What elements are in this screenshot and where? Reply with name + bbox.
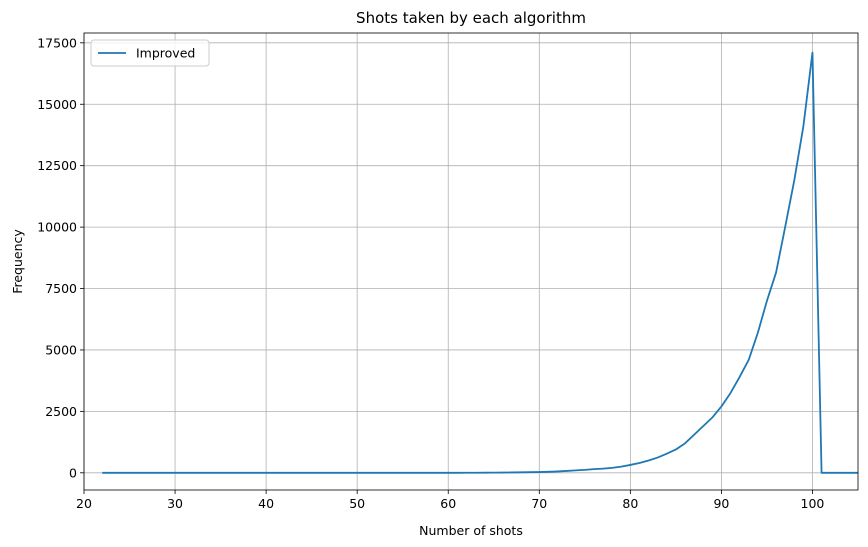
- x-axis-label: Number of shots: [419, 523, 523, 538]
- x-tick-label: 60: [440, 496, 456, 511]
- y-tick-label: 17500: [37, 35, 77, 50]
- y-tick-label: 5000: [45, 342, 77, 357]
- x-tick-label: 50: [349, 496, 365, 511]
- y-tick-label: 0: [69, 465, 77, 480]
- grid-lines: [83, 33, 858, 490]
- x-axis-ticks: 20 30 40 50 60 70 80 90 100: [76, 490, 824, 511]
- x-tick-label: 70: [531, 496, 547, 511]
- y-axis-label: Frequency: [10, 229, 25, 294]
- x-tick-label: 30: [167, 496, 183, 511]
- x-tick-label: 100: [801, 496, 825, 511]
- series-layer: [102, 51, 858, 474]
- legend-box: [90, 39, 210, 67]
- chart-title: Shots taken by each algorithm: [356, 9, 586, 27]
- plot-frame: [83, 32, 859, 491]
- y-tick-label: 15000: [37, 97, 77, 112]
- legend-entry-improved: Improved: [136, 46, 195, 61]
- x-tick-label: 40: [258, 496, 274, 511]
- legend: Improved: [90, 39, 210, 67]
- x-tick-label: 80: [622, 496, 638, 511]
- y-tick-label: 7500: [45, 281, 77, 296]
- y-axis-ticks: 0 2500 5000 7500 10000 12500 15000 17500: [37, 35, 84, 480]
- x-tick-label: 20: [76, 496, 92, 511]
- y-tick-label: 10000: [37, 220, 77, 235]
- series-line-improved: [102, 51, 858, 474]
- x-tick-label: 90: [713, 496, 729, 511]
- y-tick-label: 12500: [37, 158, 77, 173]
- y-tick-label: 2500: [45, 404, 77, 419]
